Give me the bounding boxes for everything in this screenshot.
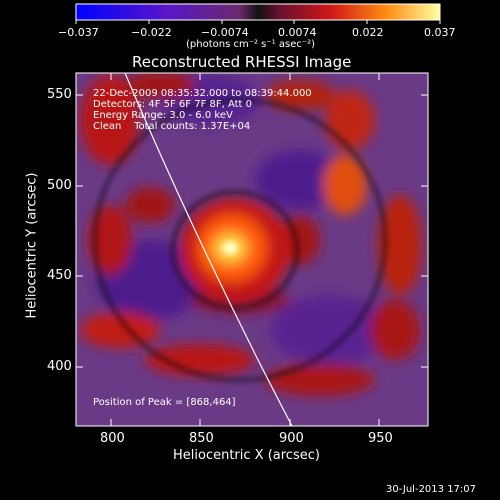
info-line: Detectors: 4F 5F 6F 7F 8F, Att 0 bbox=[93, 99, 253, 110]
x-tick-label: 850 bbox=[189, 431, 214, 446]
colorbar-tick-label: 0.022 bbox=[352, 26, 384, 39]
colorbar-tick-label: 0.0074 bbox=[278, 26, 317, 39]
x-tick-label: 800 bbox=[100, 431, 125, 446]
x-tick-label: 950 bbox=[368, 431, 393, 446]
x-tick-label: 900 bbox=[279, 431, 304, 446]
solar-limb-curve bbox=[124, 73, 293, 426]
peak-position-text: Position of Peak = [868,464] bbox=[93, 397, 236, 408]
colorbar-tick-label: 0.037 bbox=[424, 26, 456, 39]
x-axis-ticks bbox=[110, 73, 380, 426]
colorbar-units: (photons cm⁻² s⁻¹ asec⁻²) bbox=[186, 39, 316, 50]
info-line: Clean Total counts: 1.37E+04 bbox=[93, 121, 251, 132]
info-line: 22-Dec-2009 08:35:32.000 to 08:39:44.000 bbox=[93, 88, 312, 99]
x-axis-label: Heliocentric X (arcsec) bbox=[173, 448, 320, 463]
colorbar-ticks bbox=[75, 20, 441, 24]
y-tick-label: 500 bbox=[47, 178, 72, 193]
y-tick-label: 450 bbox=[47, 268, 72, 283]
y-tick-label: 550 bbox=[47, 87, 72, 102]
colorbar bbox=[75, 3, 441, 21]
colorbar-tick-label: −0.037 bbox=[58, 26, 99, 39]
y-tick-label: 400 bbox=[47, 359, 72, 374]
y-axis-ticks bbox=[76, 94, 428, 368]
image-title: Reconstructed RHESSI Image bbox=[132, 53, 352, 71]
colorbar-tick-label: −0.022 bbox=[131, 26, 172, 39]
rhessi-map bbox=[76, 73, 428, 426]
footer-timestamp: 30-Jul-2013 17:07 bbox=[386, 484, 477, 495]
y-axis-label: Heliocentric Y (arcsec) bbox=[24, 172, 40, 319]
info-line: Energy Range: 3.0 - 6.0 keV bbox=[93, 110, 233, 121]
plot-frame bbox=[75, 72, 429, 427]
colorbar-tick-label: −0.0074 bbox=[201, 26, 249, 39]
